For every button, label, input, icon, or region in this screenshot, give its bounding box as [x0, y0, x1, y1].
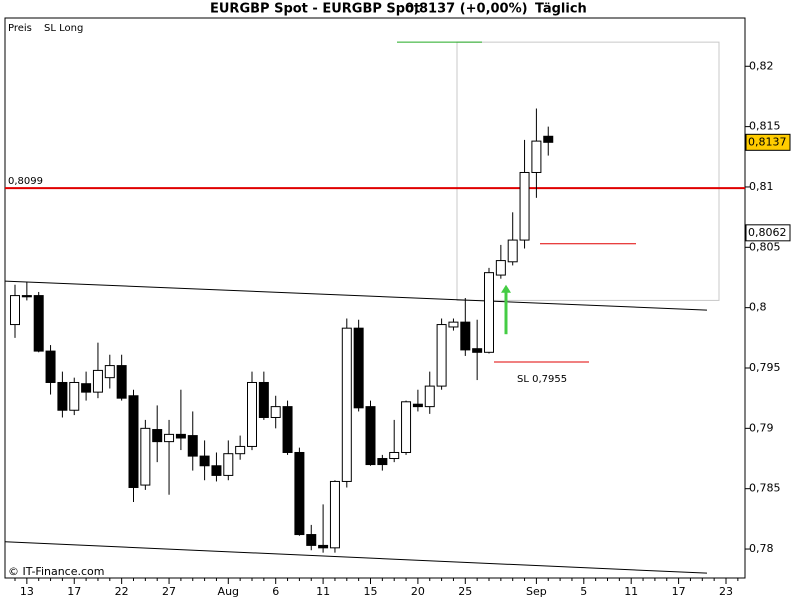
candle-body — [33, 295, 44, 352]
candle-body — [140, 427, 151, 486]
candle-body — [401, 401, 412, 453]
candle-body — [531, 140, 542, 173]
candle-body — [69, 381, 80, 411]
legend-sl: SL Long — [44, 23, 83, 34]
candle-body — [270, 406, 281, 418]
arrow-head — [501, 284, 511, 293]
y-tick-label: 0,815 — [749, 120, 781, 133]
candle-body — [424, 385, 435, 408]
candle-body — [104, 365, 115, 379]
legend-price: Preis — [8, 23, 32, 34]
x-tick-label: 15 — [364, 585, 378, 598]
candle-body — [223, 453, 234, 476]
candle-body — [472, 348, 483, 353]
candle-body — [329, 480, 340, 549]
candle-body — [543, 135, 554, 143]
candle-body — [365, 406, 376, 466]
title: EURGBP Spot - EURGBP Spot — [210, 2, 420, 17]
plot-area — [4, 17, 746, 579]
candle-body — [389, 451, 400, 460]
y-tick-label: 0,785 — [749, 482, 781, 495]
x-tick-label: Aug — [218, 585, 239, 598]
y-tick-label: 0,78 — [749, 542, 774, 555]
candle-body — [10, 295, 20, 326]
candle-body — [21, 295, 32, 298]
candle-body — [116, 365, 127, 399]
candle-body — [306, 534, 317, 546]
candle-body — [341, 327, 352, 482]
candle-body — [519, 171, 530, 241]
y-tick-label: 0,82 — [749, 59, 774, 72]
candle-body — [187, 435, 198, 457]
candle-body — [353, 327, 364, 409]
candle-body — [211, 465, 222, 476]
price-info: 0,8137 (+0,00%) — [405, 2, 528, 17]
x-tick-label: 17 — [67, 585, 81, 598]
x-tick-label: 27 — [162, 585, 176, 598]
trend-line — [4, 280, 708, 311]
credit: © IT-Finance.com — [8, 565, 105, 578]
candle-body — [377, 458, 388, 466]
candle-body — [45, 350, 56, 383]
candle-body — [247, 381, 257, 447]
candle-body — [484, 272, 494, 353]
x-tick-label: 20 — [411, 585, 425, 598]
level-label: 0,8099 — [8, 176, 43, 187]
candle-body — [152, 429, 163, 443]
candle-body — [318, 544, 329, 549]
candle-body — [235, 445, 246, 455]
period: Täglich — [535, 2, 587, 17]
candle-body — [175, 433, 186, 439]
x-tick-label: 11 — [316, 585, 330, 598]
x-tick-label: 6 — [272, 585, 279, 598]
candle-body — [164, 433, 175, 443]
y-tick-label: 0,8 — [749, 301, 767, 314]
price-label-box — [745, 224, 791, 242]
x-tick-label: 13 — [20, 585, 34, 598]
candle-body — [282, 406, 293, 453]
candle-body — [495, 260, 506, 276]
candle-body — [258, 381, 269, 418]
candle-body — [57, 381, 68, 411]
candle-body — [294, 451, 305, 536]
candle-body — [436, 324, 447, 387]
stop-loss-label: SL 0,7955 — [517, 374, 567, 385]
candle-body — [199, 455, 210, 467]
x-tick-label: 22 — [115, 585, 129, 598]
candle-body — [460, 321, 471, 351]
y-tick-label: 0,805 — [749, 240, 781, 253]
price-label: 0,8062 — [748, 226, 787, 239]
x-tick-label: Sep — [526, 585, 547, 598]
x-tick-label: 5 — [580, 585, 587, 598]
selection-box — [456, 41, 720, 301]
candle-body — [92, 369, 103, 393]
x-tick-label: 11 — [624, 585, 638, 598]
x-tick-label: 23 — [719, 585, 733, 598]
y-tick-label: 0,81 — [749, 180, 774, 193]
y-tick-label: 0,795 — [749, 361, 781, 374]
candle-body — [448, 321, 459, 328]
candle-body — [507, 239, 518, 263]
price-label: 0,8137 — [748, 135, 787, 148]
candle-body — [412, 403, 423, 408]
price-label-box — [745, 133, 791, 151]
y-tick-label: 0,79 — [749, 421, 774, 434]
x-tick-label: 25 — [458, 585, 472, 598]
x-tick-label: 17 — [672, 585, 686, 598]
candle-body — [81, 383, 92, 393]
trend-line — [4, 541, 708, 574]
candle-body — [128, 395, 139, 488]
